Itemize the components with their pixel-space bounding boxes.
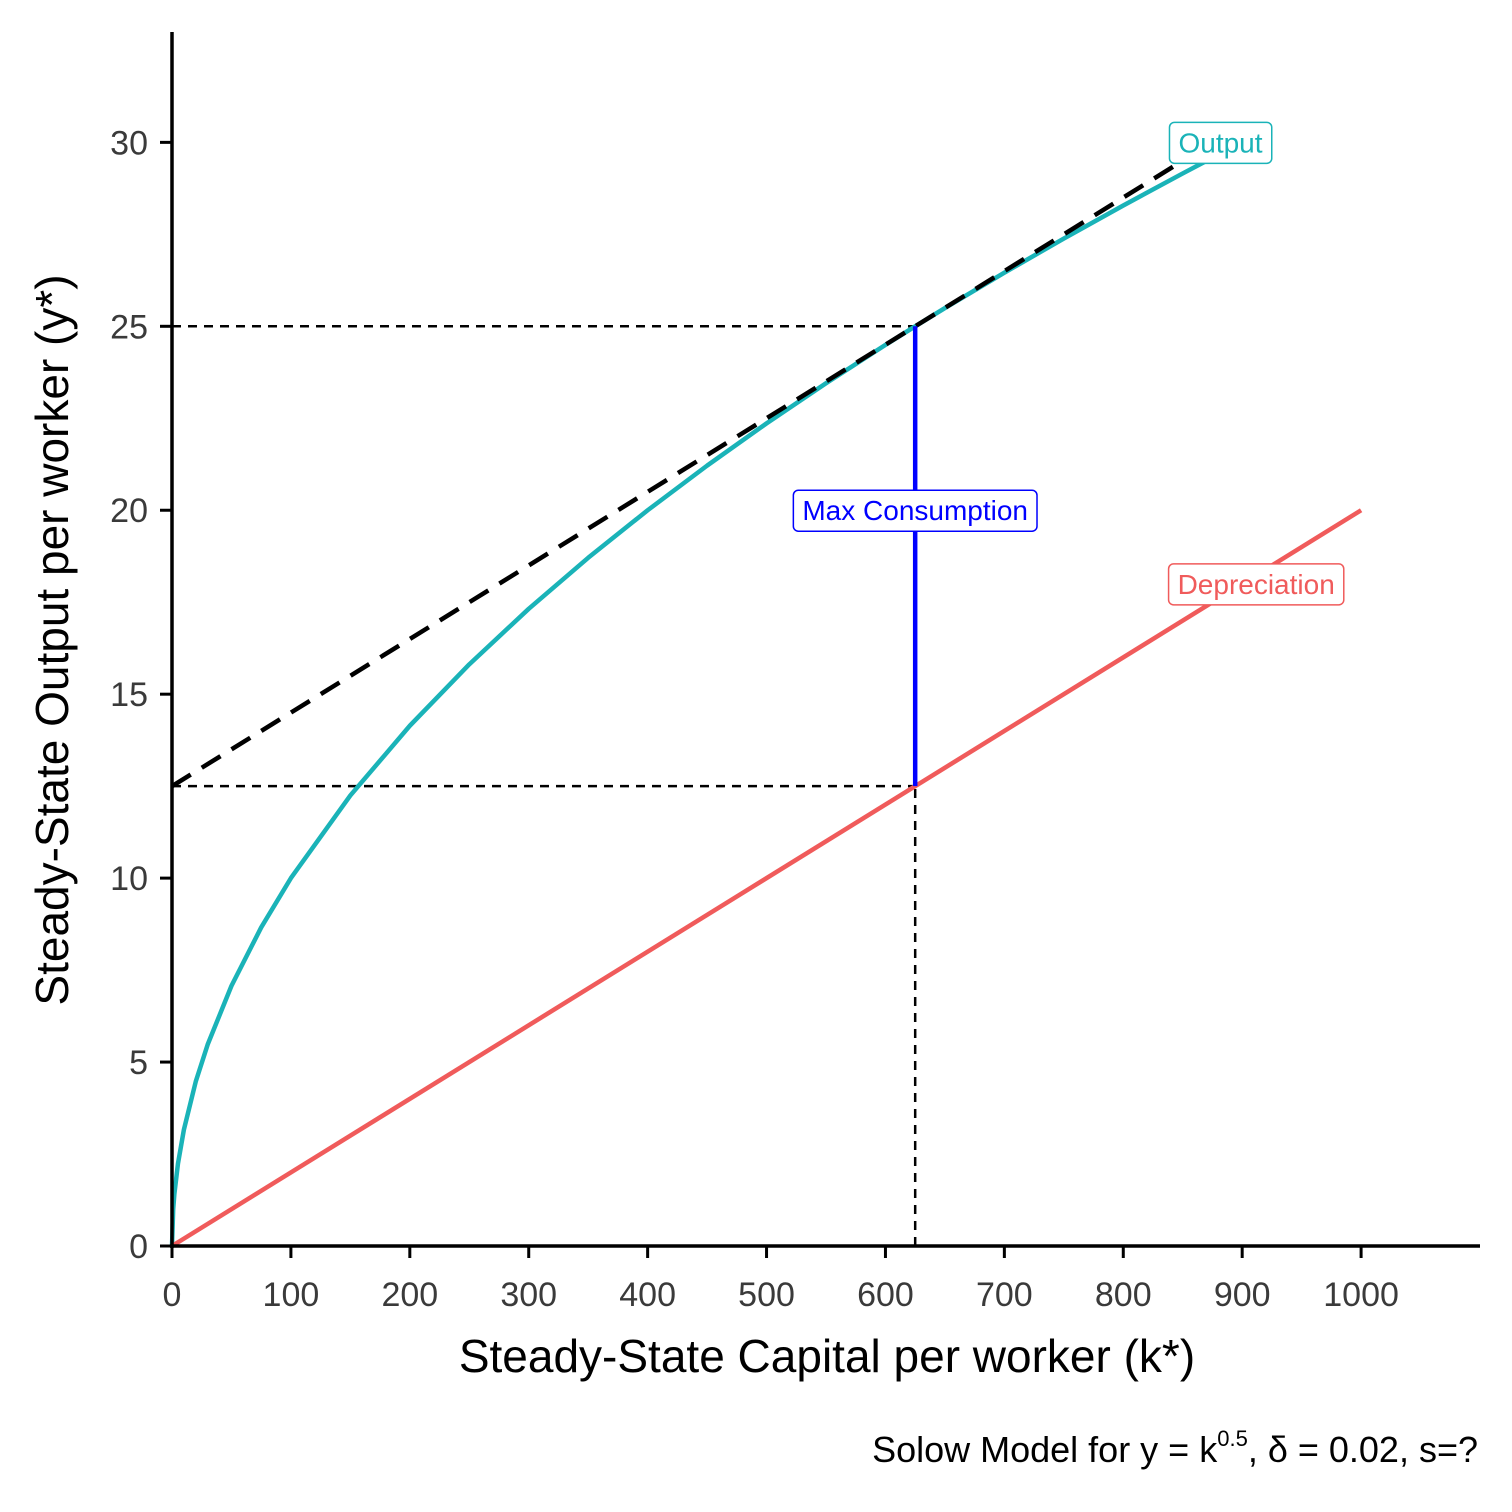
x-tick-label: 100 <box>263 1276 320 1314</box>
x-tick-label: 400 <box>619 1276 676 1314</box>
caption-suffix: , δ = 0.02, s=? <box>1248 1429 1478 1470</box>
depreciation-label-box <box>1167 563 1345 606</box>
max-consumption-label-text: Max Consumption <box>802 495 1028 526</box>
caption-exponent: 0.5 <box>1217 1426 1248 1451</box>
depreciation-line <box>170 508 1363 1248</box>
tangent-line <box>170 144 1208 789</box>
output-label: Output <box>1168 121 1273 165</box>
x-tick-label: 700 <box>976 1276 1033 1314</box>
x-tick-label: 0 <box>163 1276 182 1314</box>
axes: 0 100 200 300 400 500 600 700 800 900 1000 0 5 10 15 20… <box>110 32 1480 1314</box>
y-axis-title: Steady-State Output per worker (y*) <box>26 274 78 1005</box>
x-tick-label: 300 <box>500 1276 557 1314</box>
y-tick-label: 30 <box>110 124 148 162</box>
y-tick-label: 20 <box>110 492 148 530</box>
series-lines <box>169 144 1363 1248</box>
max-consumption-label-box <box>792 489 1038 532</box>
x-tick-label: 900 <box>1214 1276 1271 1314</box>
max-consumption-label: Max Consumption <box>792 489 1038 532</box>
depreciation-label: Depreciation <box>1167 563 1345 606</box>
x-tick-label: 200 <box>381 1276 438 1314</box>
y-tick-label: 15 <box>110 676 148 714</box>
y-tick-label: 10 <box>110 860 148 898</box>
y-tick-label: 25 <box>110 308 148 346</box>
reference-lines <box>172 325 917 1246</box>
output-label-box <box>1168 121 1273 165</box>
x-tick-label: 600 <box>857 1276 914 1314</box>
y-tick-label: 0 <box>129 1228 148 1266</box>
x-axis-title: Steady-State Capital per worker (k*) <box>459 1330 1195 1382</box>
x-tick-label: 800 <box>1095 1276 1152 1314</box>
y-tick-label: 5 <box>129 1044 148 1082</box>
x-tick-label: 1000 <box>1323 1276 1399 1314</box>
caption-prefix: Solow Model for y = k <box>872 1429 1218 1470</box>
line-labels: Output Depreciation Max Consumption <box>792 121 1345 606</box>
x-tick-label: 500 <box>738 1276 795 1314</box>
caption: Solow Model for y = k0.5, δ = 0.02, s=? <box>872 1426 1478 1470</box>
depreciation-label-text: Depreciation <box>1178 569 1335 600</box>
output-label-text: Output <box>1178 127 1262 158</box>
